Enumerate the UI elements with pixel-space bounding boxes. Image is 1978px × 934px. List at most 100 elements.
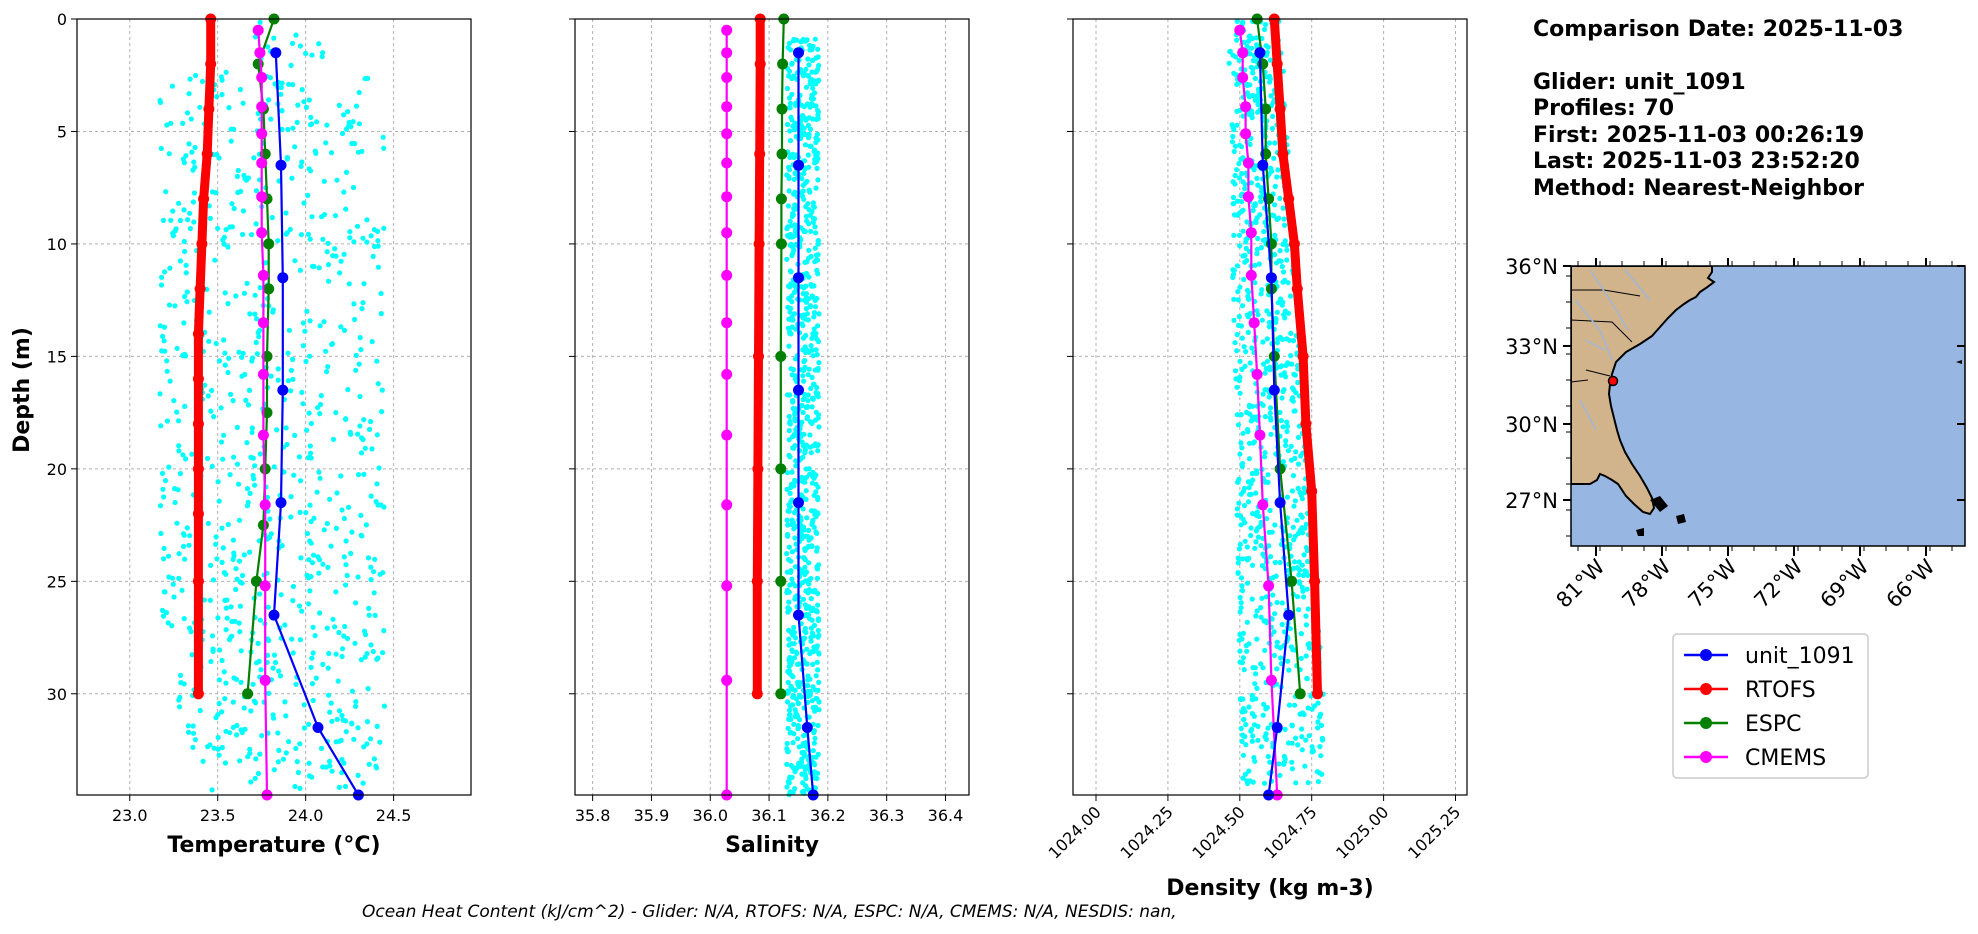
scatter-point xyxy=(205,520,211,527)
scatter-point xyxy=(238,679,244,686)
scatter-point xyxy=(802,316,809,322)
scatter-point xyxy=(799,176,805,182)
scatter-point xyxy=(1265,387,1271,393)
scatter-point xyxy=(284,230,290,236)
scatter-point xyxy=(223,227,229,233)
scatter-point xyxy=(375,381,381,387)
scatter-point xyxy=(1265,44,1271,50)
scatter-point xyxy=(785,679,791,686)
scatter-point xyxy=(372,556,378,562)
scatter-point xyxy=(1295,742,1301,748)
scatter-point xyxy=(1233,376,1239,382)
x-axis-label: Density (kg m-3) xyxy=(1166,876,1374,901)
scatter-point xyxy=(252,463,258,469)
scatter-point xyxy=(176,575,182,582)
scatter-point xyxy=(1234,384,1240,390)
scatter-point xyxy=(1298,453,1304,459)
series-point xyxy=(793,47,804,59)
scatter-point xyxy=(814,295,820,302)
scatter-point xyxy=(809,209,815,215)
scatter-point xyxy=(186,542,192,548)
scatter-point xyxy=(303,358,309,365)
scatter-point xyxy=(1299,562,1305,568)
scatter-point xyxy=(1229,122,1235,128)
series-point xyxy=(1257,58,1269,70)
scatter-point xyxy=(789,549,796,555)
scatter-point xyxy=(292,258,298,264)
scatter-point xyxy=(237,758,243,764)
scatter-point xyxy=(190,723,196,729)
scatter-point xyxy=(787,490,793,496)
series-point xyxy=(1274,103,1286,115)
scatter-point xyxy=(302,328,308,334)
scatter-point xyxy=(378,290,384,297)
scatter-point xyxy=(201,597,207,603)
scatter-point xyxy=(236,558,243,564)
scatter-point xyxy=(326,650,332,657)
rivers xyxy=(1574,269,1651,431)
scatter-point xyxy=(1242,771,1249,777)
scatter-point xyxy=(300,343,306,349)
legend-entry-unit-1091: unit_1091 xyxy=(1684,644,1855,669)
scatter-point xyxy=(799,580,806,586)
scatter-point xyxy=(787,582,793,588)
scatter-point xyxy=(1251,713,1257,719)
scatter-point xyxy=(375,243,381,249)
series-point xyxy=(754,58,766,70)
scatter-point xyxy=(305,231,311,237)
series-point xyxy=(721,429,733,441)
scatter-point xyxy=(1234,512,1240,518)
scatter-point xyxy=(1272,611,1278,617)
scatter-point xyxy=(1306,733,1312,739)
scatter-point xyxy=(189,451,195,457)
series-point xyxy=(256,101,268,113)
scatter-point xyxy=(793,594,799,600)
scatter-point xyxy=(789,685,795,692)
scatter-point xyxy=(1299,496,1305,502)
scatter-point xyxy=(1247,360,1253,366)
scatter-point xyxy=(316,469,322,475)
series-line xyxy=(1269,14,1322,699)
scatter-point xyxy=(791,367,797,373)
scatter-point xyxy=(307,450,314,456)
scatter-point xyxy=(815,634,821,640)
scatter-point xyxy=(179,587,185,593)
scatter-point xyxy=(350,119,356,125)
scatter-point xyxy=(1257,212,1263,218)
scatter-point xyxy=(1250,57,1256,64)
scatter-point xyxy=(1235,198,1241,204)
scatter-point xyxy=(278,91,284,97)
scatter-point xyxy=(1291,503,1297,509)
scatter-point xyxy=(1297,567,1303,573)
scatter-point xyxy=(348,550,354,557)
scatter-point xyxy=(801,359,807,365)
scatter-point xyxy=(814,548,820,554)
scatter-point xyxy=(1262,22,1269,28)
scatter-point xyxy=(330,616,336,622)
scatter-point xyxy=(1254,246,1260,252)
scatter-point xyxy=(288,62,294,68)
scatter-point xyxy=(800,188,806,194)
scatter-point xyxy=(1260,665,1266,671)
scatter-point xyxy=(162,269,168,275)
scatter-point xyxy=(351,736,357,742)
scatter-point xyxy=(160,613,166,619)
scatter-point xyxy=(311,552,317,558)
scatter-point xyxy=(812,474,818,480)
scatter-point xyxy=(219,91,225,98)
scatter-point xyxy=(336,102,342,108)
scatter-point xyxy=(1279,621,1285,628)
scatter-point xyxy=(345,109,351,115)
scatter-point xyxy=(1246,94,1252,100)
scatter-point xyxy=(1302,568,1308,574)
scatter-point xyxy=(282,622,288,628)
scatter-point xyxy=(792,203,798,209)
scatter-point xyxy=(368,564,374,570)
scatter-point xyxy=(1274,666,1280,672)
scatter-point xyxy=(231,553,237,559)
x-ticks: 23.0 23.5 24.0 24.5 xyxy=(112,795,411,825)
scatter-point xyxy=(1271,652,1277,659)
scatter-point xyxy=(300,401,306,407)
map-lat-label: 27°N xyxy=(1505,489,1558,513)
scatter-point xyxy=(1258,614,1264,620)
